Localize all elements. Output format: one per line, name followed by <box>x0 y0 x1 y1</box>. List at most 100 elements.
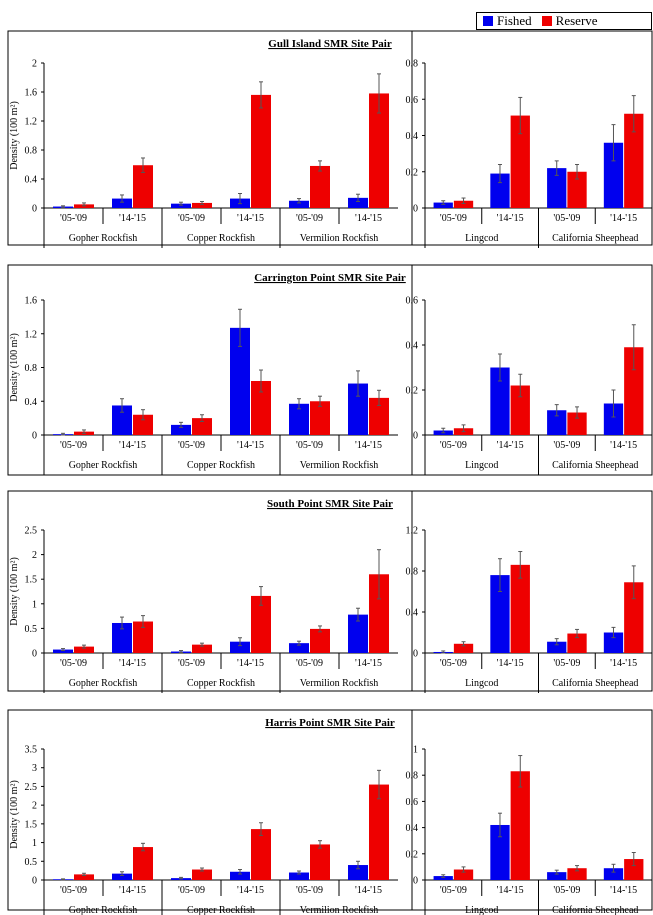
chart4-left-bar-reserve <box>251 829 271 880</box>
chart1-frame <box>7 30 653 246</box>
chart2-left-y-tick-label: 1.6 <box>25 296 38 307</box>
chart3-left-bar-reserve <box>369 574 389 653</box>
chart2-right-bar-reserve <box>624 347 644 435</box>
chart4-right-bar-reserve <box>510 771 530 880</box>
chart4-right-group-label: California Sheephead <box>552 905 638 915</box>
chart1-left-bar-reserve <box>251 94 271 208</box>
chart2-left-y-tick-label: 0.4 <box>25 397 38 408</box>
chart3-left-y-tick-label: 1 <box>32 599 37 610</box>
chart4-left-bar-reserve <box>192 869 212 880</box>
chart4-left-group-label: Copper Rockfish <box>187 905 255 915</box>
chart2-left-bar-fished <box>171 424 191 435</box>
chart1-left-y-tick-label: 0.4 <box>25 175 38 186</box>
legend-label-fished: Fished <box>497 13 532 28</box>
chart4-left-y-tick-label: 0.5 <box>25 857 38 868</box>
chart3-right-period-label: '05-'09 <box>440 658 467 669</box>
chart1-right-bar-fished <box>433 202 453 208</box>
chart3-left-bar-fished <box>348 614 368 653</box>
chart1-left-period-label: '14-'15 <box>355 213 382 224</box>
chart1-right-bar-reserve <box>453 200 474 208</box>
chart2-left-period-label: '14-'15 <box>119 440 146 451</box>
chart1-left-group-label: Gopher Rockfish <box>69 233 138 244</box>
chart2-frame <box>7 264 653 476</box>
chart1-left-group-label: Copper Rockfish <box>187 233 255 244</box>
chart3-right-group-label: Lingcod <box>465 678 498 689</box>
chart2-right-group-label: California Sheephead <box>552 460 638 471</box>
chart3-left-group-label: Copper Rockfish <box>187 678 255 689</box>
chart1-left-bar-reserve <box>192 202 212 208</box>
chart4-title: Harris Point SMR Site Pair <box>265 717 395 729</box>
chart2-left-group-label: Copper Rockfish <box>187 460 255 471</box>
chart4-right-bar-reserve <box>453 869 474 880</box>
chart2-left-bar-fished <box>289 403 309 435</box>
chart2-right-y-tick-label: 0.6 <box>406 296 419 307</box>
chart2-right-bar-fished <box>547 410 567 435</box>
chart2-left-period-label: '14-'15 <box>355 440 382 451</box>
chart4-left-group-label: Vermilion Rockfish <box>300 905 379 915</box>
chart3-left-period-label: '05-'09 <box>178 658 205 669</box>
chart1-left-y-tick-label: 2 <box>32 59 37 70</box>
chart1-left-bar-reserve <box>369 93 389 208</box>
chart3-right-group-label: California Sheephead <box>552 678 638 689</box>
chart3-right-period-label: '05-'09 <box>553 658 580 669</box>
chart3-right-bar-fished <box>547 641 567 653</box>
chart1-right-period-label: '05-'09 <box>440 213 467 224</box>
chart2-left-y-tick-label: 0.8 <box>25 363 38 374</box>
chart1-right-bar-fished <box>490 173 510 208</box>
chart1-right-group-label: California Sheephead <box>552 233 638 244</box>
chart2-right-y-tick-label: 0.2 <box>406 386 419 397</box>
chart3-left-bar-fished <box>230 641 250 653</box>
chart4-left-y-tick-label: 1.5 <box>25 819 38 830</box>
chart4-left-bar-fished <box>348 865 368 880</box>
chart3-left-y-tick-label: 2 <box>32 550 37 561</box>
chart2-left-bar-fished <box>112 405 132 435</box>
chart3-right-period-label: '14-'15 <box>610 658 637 669</box>
chart1-left-y-tick-label: 0.8 <box>25 146 38 157</box>
chart1-left-bar-fished <box>289 200 309 208</box>
chart2-title: Carrington Point SMR Site Pair <box>254 272 406 284</box>
chart1-left-y-axis-label: Density (100 m²) <box>9 101 20 170</box>
chart4-right-bar-fished <box>547 872 567 880</box>
chart3-left-group-label: Vermilion Rockfish <box>300 678 379 689</box>
chart2-right-bar-fished <box>490 367 510 435</box>
chart3-left-period-label: '05-'09 <box>60 658 87 669</box>
chart4-right-period-label: '14-'15 <box>610 885 637 896</box>
chart2-left-group-label: Vermilion Rockfish <box>300 460 379 471</box>
chart4-left-bar-reserve <box>133 847 153 880</box>
chart4-left-bar-reserve <box>74 874 94 880</box>
chart4-left-y-axis-label: Density (100 m²) <box>9 780 20 849</box>
chart4-left-y-tick-label: 2.5 <box>25 782 38 793</box>
chart2-right-period-label: '14-'15 <box>497 440 524 451</box>
chart4-left-y-tick-label: 3.5 <box>25 745 38 756</box>
chart1-right-bar-reserve <box>624 113 644 208</box>
chart1-left-period-label: '05-'09 <box>60 213 87 224</box>
chart2-right-period-label: '05-'09 <box>553 440 580 451</box>
chart1-left-group-label: Vermilion Rockfish <box>300 233 379 244</box>
chart1-right-period-label: '05-'09 <box>553 213 580 224</box>
chart3-right-bar-reserve <box>567 633 587 653</box>
chart2-right-period-label: '05-'09 <box>440 440 467 451</box>
chart1-right-bar-fished <box>603 142 624 208</box>
chart4-frame <box>7 709 653 911</box>
chart4-left-y-tick-label: 1 <box>32 838 37 849</box>
legend-label-reserve: Reserve <box>555 13 598 28</box>
chart1-right-group-label: Lingcod <box>465 233 498 244</box>
chart3-left-bar-fished <box>112 622 132 653</box>
chart3-left-period-label: '14-'15 <box>355 658 382 669</box>
fished-swatch-icon <box>483 16 493 26</box>
chart1-right-y-tick-label: 0.6 <box>406 95 419 106</box>
legend-item-reserve: Reserve <box>541 13 598 29</box>
chart1-left-bar-reserve <box>133 165 153 208</box>
chart3-title: South Point SMR Site Pair <box>267 498 393 510</box>
chart4-right-bar-reserve <box>567 868 587 880</box>
chart1-left-bar-fished <box>112 198 132 208</box>
chart4-right-group-label: Lingcod <box>465 905 498 915</box>
chart1-left-period-label: '05-'09 <box>296 213 323 224</box>
chart-legend: Fished Reserve <box>476 12 652 30</box>
chart3-right-y-tick-label: 1.2 <box>406 526 419 537</box>
chart2-left-bar-reserve <box>369 397 389 435</box>
chart4-left-bar-reserve <box>310 844 330 880</box>
chart3-left-bar-reserve <box>310 628 330 653</box>
chart3-right-bar-reserve <box>624 582 644 653</box>
chart4-left-period-label: '14-'15 <box>119 885 146 896</box>
